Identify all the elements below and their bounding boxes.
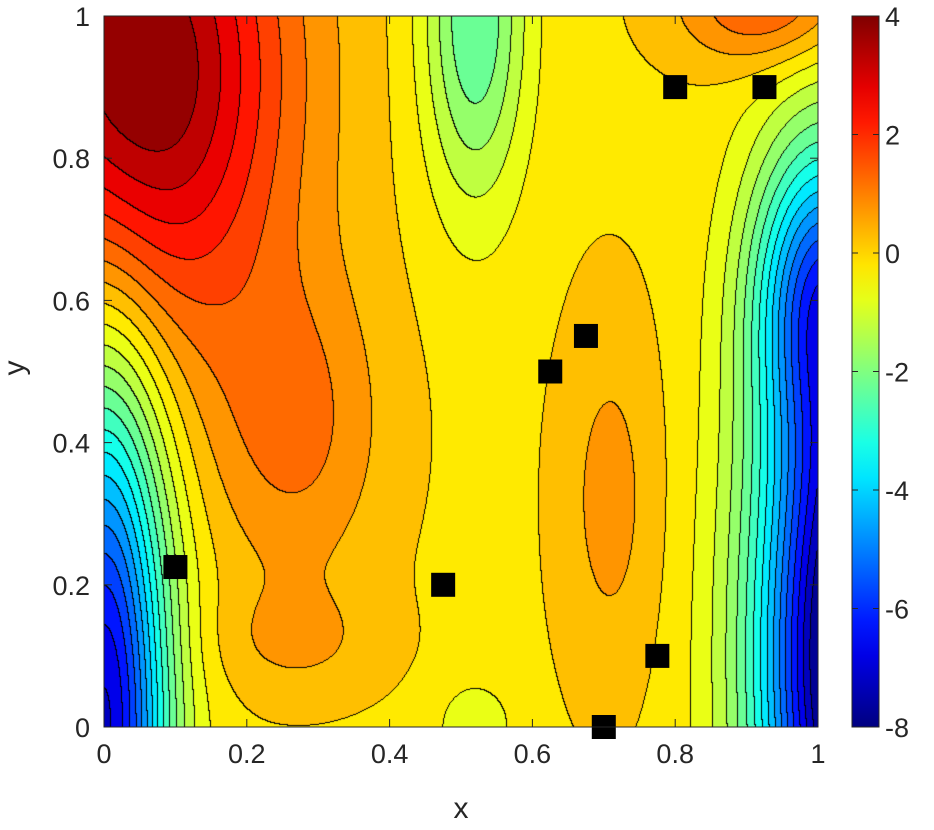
colorbar-tick-label: 4 bbox=[885, 2, 900, 32]
colorbar-tick-label: 0 bbox=[885, 239, 900, 269]
y-tick-label: 0.4 bbox=[52, 429, 90, 459]
x-tick-label: 0.4 bbox=[371, 739, 409, 769]
contour-field bbox=[104, 16, 818, 727]
y-axis-label: y bbox=[0, 361, 31, 376]
colorbar-tick-label: -8 bbox=[885, 713, 909, 743]
y-tick-label: 0.8 bbox=[52, 144, 90, 174]
marker-point bbox=[431, 572, 456, 597]
colorbar: 4 2 0 -2 -4 -6 -8 bbox=[851, 2, 909, 743]
y-tick-label: 1 bbox=[75, 2, 90, 32]
y-tick-label: 0.2 bbox=[52, 571, 90, 601]
plot-area bbox=[103, 15, 819, 739]
x-tick-label: 0.8 bbox=[656, 739, 694, 769]
x-tick-label: 1 bbox=[810, 739, 825, 769]
y-tick-label: 0.6 bbox=[52, 286, 90, 316]
y-axis: 0 0.2 0.4 0.6 0.8 1 bbox=[52, 2, 818, 743]
marker-point bbox=[752, 75, 777, 100]
marker-point bbox=[645, 643, 670, 668]
marker-point bbox=[538, 359, 563, 384]
y-tick-label: 0 bbox=[75, 713, 90, 743]
x-tick-label: 0 bbox=[96, 739, 111, 769]
colorbar-tick-label: -2 bbox=[885, 358, 909, 388]
marker-point bbox=[573, 323, 598, 348]
colorbar-tick-label: -6 bbox=[885, 595, 909, 625]
x-tick-label: 0.2 bbox=[228, 739, 266, 769]
x-axis-label: x bbox=[454, 792, 469, 825]
plot-frame bbox=[103, 15, 819, 728]
marker-point bbox=[663, 75, 688, 100]
colorbar-tick-label: -4 bbox=[885, 476, 909, 506]
x-tick-label: 0.6 bbox=[514, 739, 552, 769]
x-axis: 0 0.2 0.4 0.6 0.8 1 bbox=[96, 16, 826, 769]
colorbar-ticks: 4 2 0 -2 -4 -6 -8 bbox=[852, 2, 909, 743]
colorbar-tick-label: 2 bbox=[885, 121, 900, 151]
marker-point bbox=[163, 555, 188, 580]
